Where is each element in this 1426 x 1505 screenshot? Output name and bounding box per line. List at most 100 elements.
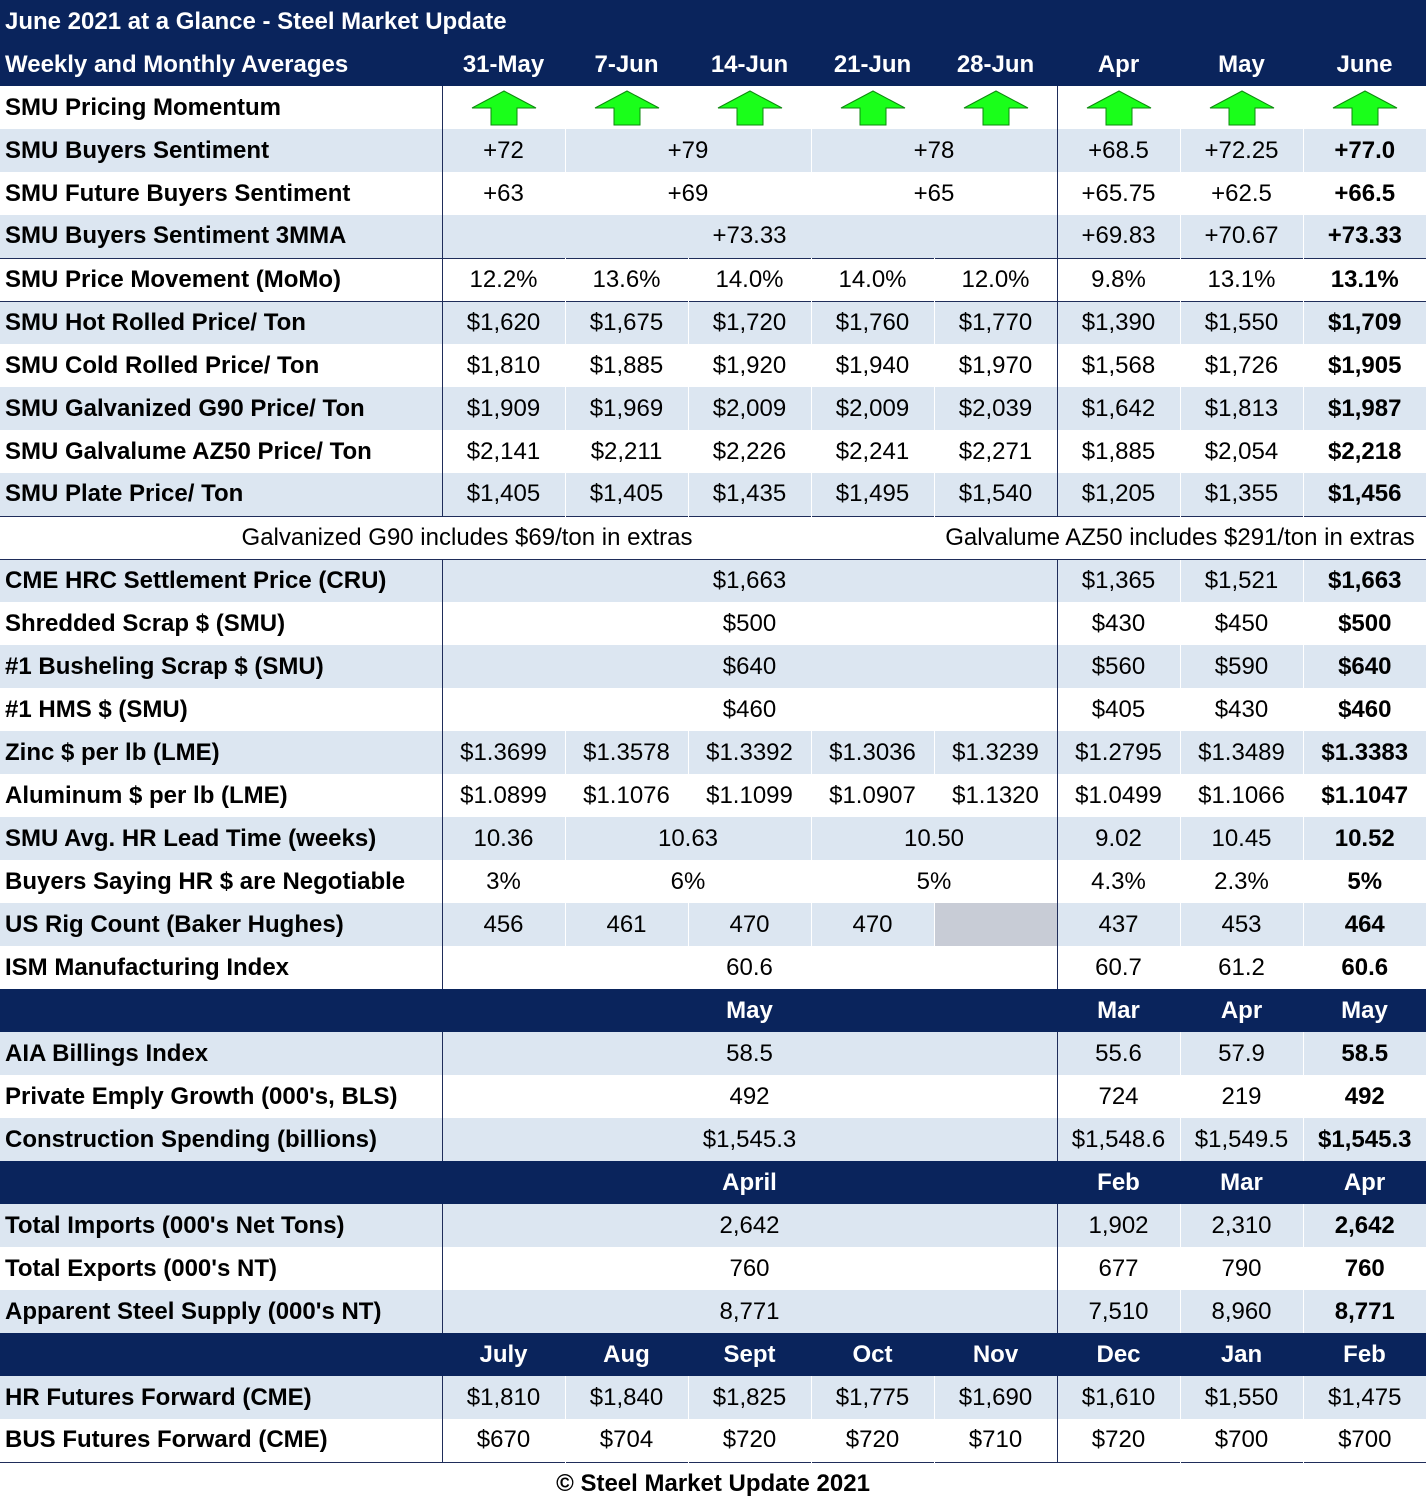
value-cell: $1,495 [811,473,935,516]
value-cell: $1,642 [1057,387,1181,430]
value-cell: $1.1320 [934,774,1058,817]
column-header: Mar [1057,989,1180,1032]
value-cell: +78 [811,129,1058,172]
momentum-cell [688,86,812,129]
value-cell: $460 [1303,688,1426,731]
value-cell: $1,987 [1303,387,1426,430]
table-row: Weekly and Monthly Averages 31-May 7-Jun 14… [0,43,1426,86]
value-cell: 10.45 [1180,817,1304,860]
value-cell: 12.0% [934,257,1058,301]
row-label: SMU Price Movement (MoMo) [0,257,443,301]
value-cell: $1,365 [1057,559,1181,602]
value-cell: 58.5 [1303,1032,1426,1075]
value-cell: 461 [565,903,689,946]
column-header: May [1180,43,1303,86]
row-label: US Rig Count (Baker Hughes) [0,903,443,946]
value-cell: 13.1% [1180,257,1304,301]
value-cell: 760 [1303,1247,1426,1290]
row-label: Total Exports (000's NT) [0,1247,443,1290]
value-cell: $1,726 [1180,344,1304,387]
value-cell: $2,271 [934,430,1058,473]
column-header: Sept [688,1333,811,1376]
value-cell: $405 [1057,688,1181,731]
value-cell: 677 [1057,1247,1181,1290]
value-cell: $1,663 [442,559,1058,602]
value-cell: $710 [934,1419,1058,1462]
value-cell: $1,620 [442,300,566,344]
value-cell: $2,009 [811,387,935,430]
value-cell: $640 [1303,645,1426,688]
value-cell: +68.5 [1057,129,1181,172]
table-row: US Rig Count (Baker Hughes) 456 461 470 470 4… [0,903,1426,946]
value-cell: 790 [1180,1247,1304,1290]
value-cell: +65.75 [1057,172,1181,215]
value-cell: $1,905 [1303,344,1426,387]
column-header: 14-Jun [688,43,811,86]
table-row: SMU Hot Rolled Price/ Ton $1,620 $1,675 $1,… [0,300,1426,344]
value-cell: 2,642 [1303,1204,1426,1247]
row-label: Weekly and Monthly Averages [0,43,442,86]
value-cell: $1,810 [442,344,566,387]
momentum-cell [1303,86,1426,129]
value-cell: $1,920 [688,344,812,387]
value-cell: $2,141 [442,430,566,473]
value-cell: 5% [811,860,1058,903]
row-label: Shredded Scrap $ (SMU) [0,602,443,645]
value-cell: 2,310 [1180,1204,1304,1247]
value-cell: $670 [442,1419,566,1462]
row-label: SMU Buyers Sentiment [0,129,443,172]
value-cell: $1.3036 [811,731,935,774]
row-label: AIA Billings Index [0,1032,443,1075]
value-cell: +69.83 [1057,215,1181,258]
value-cell: $700 [1303,1419,1426,1462]
value-cell: $1.3392 [688,731,812,774]
value-cell: $2,211 [565,430,689,473]
value-cell: +72.25 [1180,129,1304,172]
column-header: Mar [1180,1161,1303,1204]
value-cell: $1,568 [1057,344,1181,387]
value-cell: $1.3383 [1303,731,1426,774]
column-header: Apr [1303,1161,1426,1204]
value-cell: +79 [565,129,812,172]
column-header: Feb [1303,1333,1426,1376]
column-header: Nov [934,1333,1057,1376]
value-cell: +70.67 [1180,215,1304,258]
table-row: SMU Plate Price/ Ton $1,405 $1,405 $1,435 $1… [0,473,1426,516]
table-row: Aluminum $ per lb (LME) $1.0899 $1.1076 $1.… [0,774,1426,817]
value-cell: $640 [442,645,1058,688]
value-cell: $1.3699 [442,731,566,774]
column-header: July [442,1333,565,1376]
column-header: Dec [1057,1333,1180,1376]
value-cell: $1,840 [565,1376,689,1419]
value-cell: $2,054 [1180,430,1304,473]
value-cell: $704 [565,1419,689,1462]
value-cell: 2,642 [442,1204,1058,1247]
value-cell: $1,405 [565,473,689,516]
value-cell: 453 [1180,903,1304,946]
arrow-up-icon [963,89,1028,125]
table-row: Construction Spending (billions) $1,545.3… [0,1118,1426,1161]
value-cell: 219 [1180,1075,1304,1118]
value-cell: $1,355 [1180,473,1304,516]
value-cell: $1.1047 [1303,774,1426,817]
value-cell: 6% [565,860,812,903]
value-cell: 60.6 [1303,946,1426,989]
value-cell: $1.0499 [1057,774,1181,817]
table-row: Shredded Scrap $ (SMU) $500 $430 $450 $500 [0,602,1426,645]
table-row: SMU Galvanized G90 Price/ Ton $1,909 $1,96… [0,387,1426,430]
table-row: #1 HMS $ (SMU) $460 $405 $430 $460 [0,688,1426,731]
value-cell: 437 [1057,903,1181,946]
row-label: Aluminum $ per lb (LME) [0,774,443,817]
arrow-up-icon [1086,89,1151,125]
column-header: 28-Jun [934,43,1057,86]
section-header [0,1161,442,1204]
arrow-up-icon [471,89,536,125]
value-cell: +69 [565,172,812,215]
table-row: #1 Busheling Scrap $ (SMU) $640 $560 $590 $6… [0,645,1426,688]
column-header: Aug [565,1333,688,1376]
column-header: May [1303,989,1426,1032]
table-row: © Steel Market Update 2021 [0,1461,1426,1505]
section-header [0,989,442,1032]
value-cell: $1,435 [688,473,812,516]
value-cell: $1,545.3 [442,1118,1058,1161]
